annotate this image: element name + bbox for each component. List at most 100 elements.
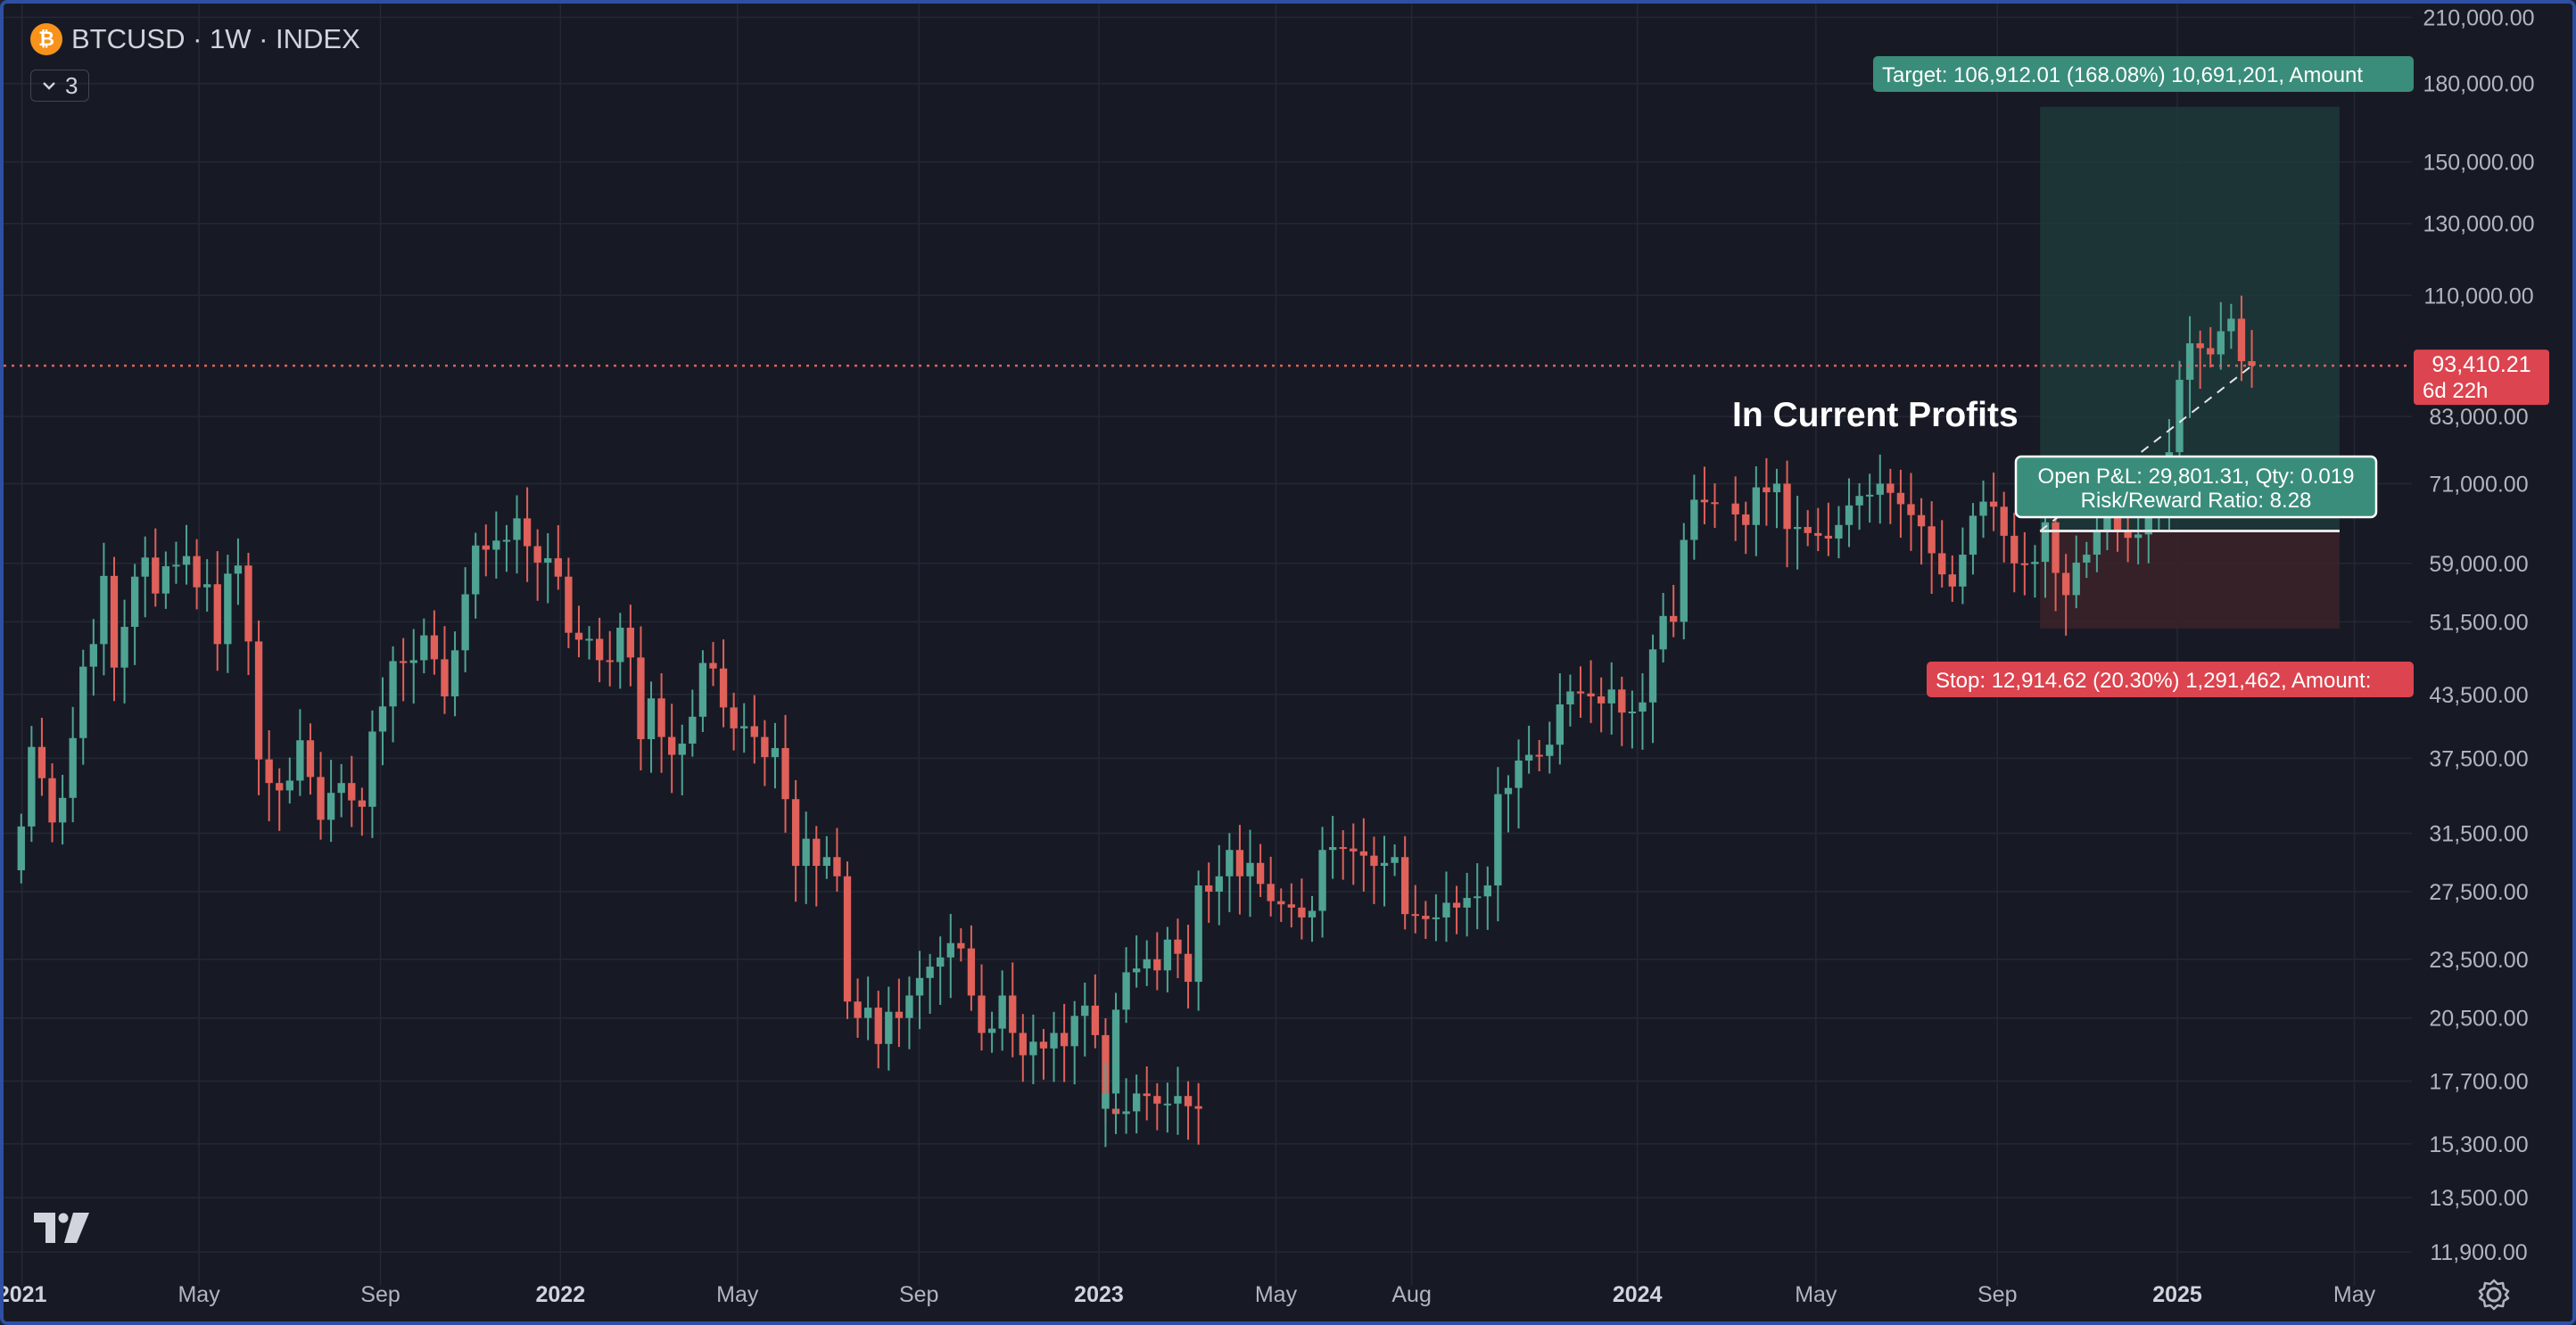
candle-body — [48, 778, 56, 823]
stop-label: Stop: 12,914.62 (20.30%) 1,291,462, Amou… — [1936, 669, 2371, 693]
candle-body — [1060, 1033, 1069, 1047]
candle-body — [1969, 515, 1977, 556]
candle-body — [1639, 702, 1647, 712]
candle-body — [1442, 902, 1450, 918]
candle-body — [37, 746, 46, 778]
candle-body — [689, 716, 697, 744]
candle-body — [399, 661, 408, 663]
candle-body — [1153, 1096, 1161, 1104]
y-tick-label: 31,500.00 — [2429, 821, 2528, 846]
candle-body — [585, 638, 593, 641]
candle-body — [998, 995, 1006, 1029]
candle-body — [2227, 318, 2235, 332]
candle-body — [58, 797, 67, 823]
bitcoin-icon: ₿ — [30, 23, 62, 55]
bar-countdown-label: 6d 22h — [2423, 379, 2488, 403]
x-tick-label: 2025 — [2152, 1282, 2202, 1307]
candle-body — [1711, 502, 1719, 505]
candle-body — [730, 707, 738, 728]
candle-body — [2020, 563, 2029, 565]
candle-body — [1174, 939, 1182, 954]
gear-icon[interactable] — [2476, 1277, 2512, 1313]
candle-body — [224, 573, 232, 645]
candle-body — [1143, 959, 1151, 969]
candle-body — [895, 1011, 904, 1018]
candle-body — [2124, 530, 2132, 539]
candle-body — [1896, 492, 1905, 505]
x-tick-label: 2022 — [535, 1282, 585, 1307]
candle-body — [1308, 910, 1317, 918]
x-tick-label: May — [178, 1282, 220, 1307]
candle-body — [574, 632, 583, 640]
candle-body — [1226, 850, 1234, 876]
candle-body — [1772, 483, 1781, 493]
candle-body — [2237, 318, 2246, 362]
candle-body — [967, 948, 976, 996]
candle-body — [771, 747, 780, 758]
candle-body — [17, 826, 25, 871]
candle-body — [2185, 343, 2194, 380]
candle-body — [719, 668, 728, 708]
x-tick-label: Sep — [899, 1282, 938, 1307]
candle-body — [1494, 794, 1502, 886]
candle-body — [1359, 851, 1368, 856]
candle-body — [1380, 862, 1389, 867]
candle-body — [2248, 361, 2256, 366]
candle-body — [1174, 1096, 1182, 1104]
candle-body — [2000, 506, 2008, 536]
candle-body — [2176, 379, 2184, 453]
candle-body — [1122, 972, 1130, 1010]
candle-body — [978, 995, 986, 1033]
y-tick-label: 150,000.00 — [2423, 151, 2534, 176]
target-label-box — [1873, 56, 2414, 92]
y-tick-label: 27,500.00 — [2429, 880, 2528, 905]
candle-body — [1566, 691, 1574, 705]
candle-body — [120, 627, 128, 668]
candle-body — [1887, 483, 1895, 493]
candle-body — [1194, 885, 1202, 983]
candle-body — [1824, 535, 1833, 539]
candle-body — [89, 644, 97, 667]
candle-body — [1907, 504, 1915, 515]
y-tick-label: 180,000.00 — [2423, 72, 2534, 97]
candle-body — [472, 545, 480, 595]
candle-body — [1256, 862, 1265, 885]
symbol-header[interactable]: ₿ BTCUSD · 1W · INDEX — [30, 23, 360, 55]
candle-body — [874, 1008, 882, 1044]
candle-body — [2103, 517, 2111, 531]
candle-body — [482, 545, 490, 550]
candle-body — [843, 876, 852, 1002]
x-tick-label: Sep — [360, 1282, 400, 1307]
candle-body — [1948, 574, 1956, 587]
candle-body — [740, 726, 748, 728]
tradingview-logo-icon[interactable] — [34, 1213, 89, 1243]
candle-body — [863, 1008, 872, 1018]
candle-body — [172, 564, 180, 567]
candle-body — [1432, 917, 1441, 919]
candle-body — [1587, 693, 1595, 697]
candle-body — [750, 726, 758, 737]
y-tick-label: 43,500.00 — [2429, 683, 2528, 708]
candle-body — [1277, 901, 1285, 905]
symbol-title[interactable]: BTCUSD · 1W · INDEX — [71, 23, 360, 54]
candle-body — [28, 746, 36, 827]
candle-body — [450, 650, 459, 697]
pnl-box — [2014, 455, 2378, 519]
candle-body — [2052, 522, 2060, 573]
candle-body — [244, 565, 252, 642]
candle-body — [420, 635, 428, 661]
candle-body — [1742, 514, 1750, 525]
candle-body — [1793, 527, 1802, 530]
candle-body — [1163, 939, 1172, 971]
y-tick-label: 130,000.00 — [2423, 212, 2534, 237]
x-tick-label: 2024 — [1613, 1282, 1663, 1307]
candle-body — [1163, 1103, 1172, 1106]
candle-body — [1535, 754, 1543, 757]
candle-body — [1989, 501, 1998, 507]
candle-body — [554, 558, 562, 577]
indicators-toggle-button[interactable]: 3 — [30, 70, 90, 102]
candle-body — [915, 977, 924, 996]
candle-body — [337, 783, 345, 794]
x-tick-label: May — [2333, 1282, 2376, 1307]
